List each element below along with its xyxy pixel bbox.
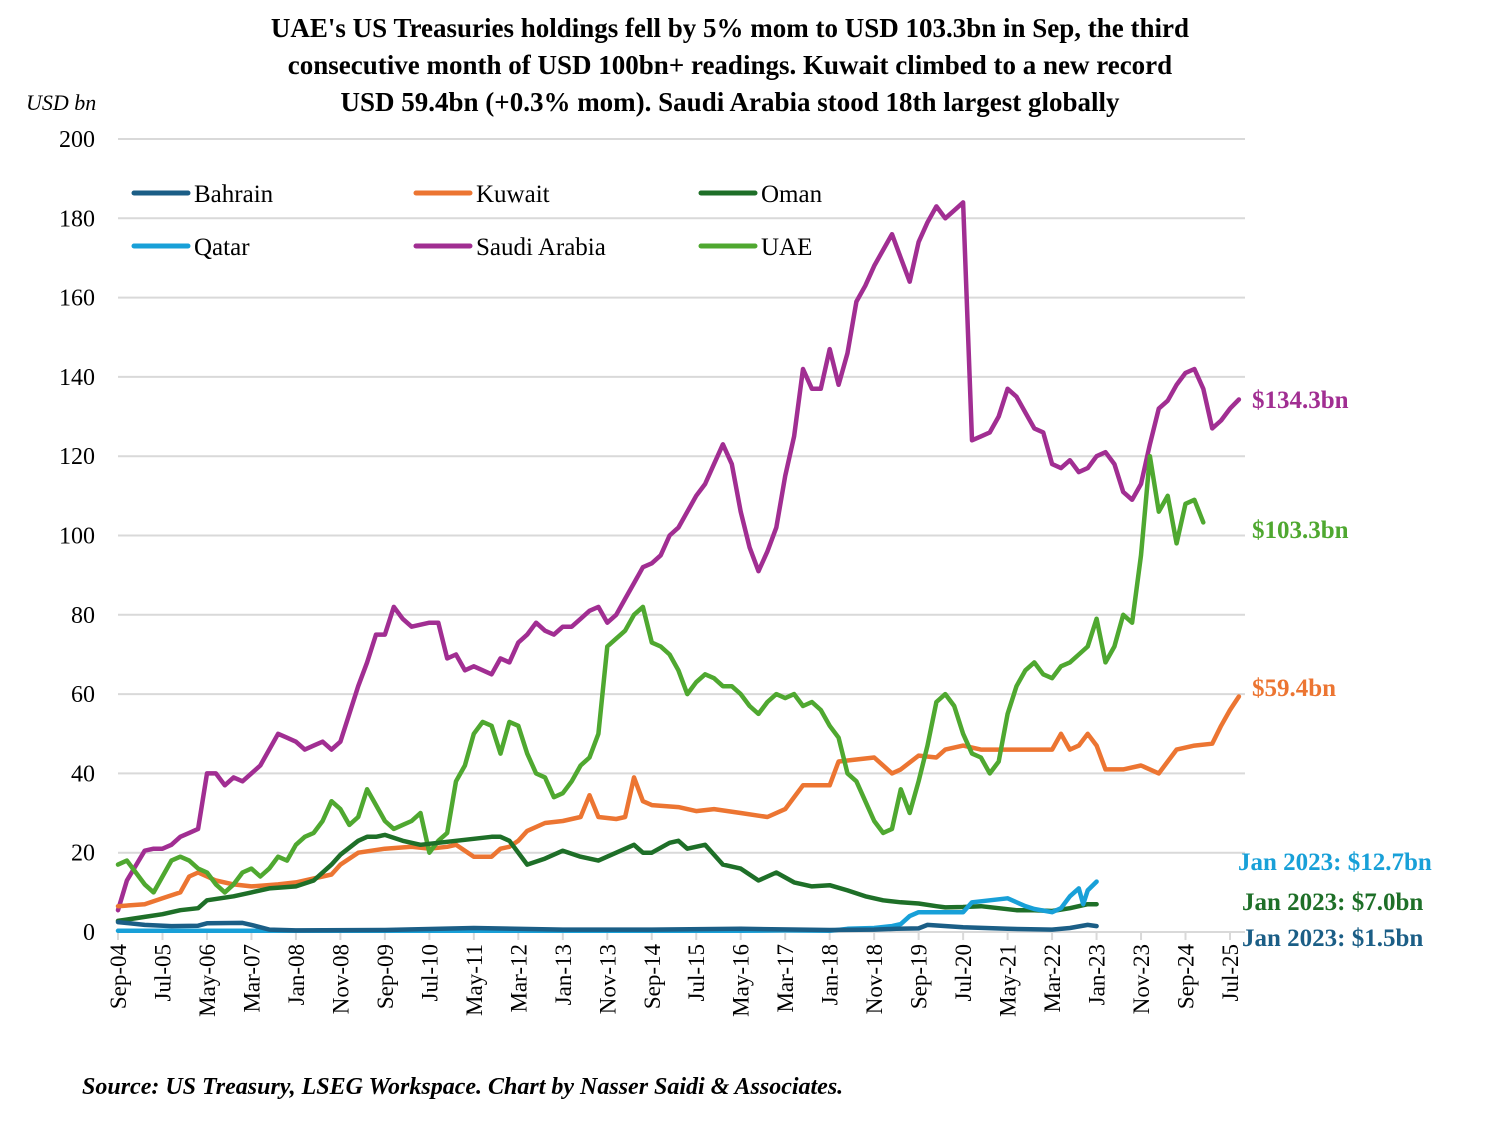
legend-item-kuwait: Kuwait (413, 181, 550, 208)
legend-label: Kuwait (476, 181, 550, 208)
x-tick-label: Sep-04 (106, 944, 131, 1010)
legend-label: UAE (761, 234, 812, 261)
y-tick-label: 120 (59, 444, 95, 470)
series-line-bahrain (115, 919, 1099, 933)
x-tick-label: Jul-25 (1218, 944, 1243, 1002)
y-tick-label: 180 (59, 206, 95, 232)
y-tick-label: 160 (59, 286, 95, 312)
x-tick-label: Sep-09 (373, 944, 398, 1009)
y-tick-label: 140 (59, 365, 95, 391)
x-tick-label: Nov-13 (595, 944, 620, 1014)
end-label-bahrain: Jan 2023: $1.5bn (1242, 925, 1423, 952)
x-tick-label: Sep-24 (1174, 944, 1199, 1010)
legend-item-qatar: Qatar (131, 234, 250, 261)
y-axis-ticks: 0 20 40 60 80 100 120 140 160 180 200 (59, 127, 95, 946)
x-axis-ticks: Sep-04 Jul-05 May-06 Mar-07 Jan-08 Nov-08 Sep-… (106, 932, 1243, 1017)
x-tick-label: Nov-18 (862, 944, 887, 1014)
chart-title: UAE's US Treasuries holdings fell by 5% … (120, 10, 1340, 121)
end-label-kuwait: $59.4bn (1252, 675, 1336, 702)
x-tick-label: Sep-19 (907, 944, 932, 1009)
gridlines (118, 138, 1245, 933)
x-tick-label: Jan-08 (284, 944, 309, 1005)
x-tick-label: Jan-23 (1085, 944, 1110, 1005)
end-label-qatar: Jan 2023: $12.7bn (1238, 849, 1432, 876)
series-line-oman (115, 832, 1099, 924)
end-labels: $134.3bn $103.3bn $59.4bn Jan 2023: $12.7bn… (1238, 387, 1432, 952)
y-tick-label: 40 (71, 761, 95, 787)
legend-item-bahrain: Bahrain (131, 181, 274, 208)
x-tick-label: May-11 (462, 944, 487, 1016)
series-line-kuwait (115, 694, 1242, 909)
x-tick-label: Jul-15 (684, 944, 709, 1002)
legend-label: Saudi Arabia (476, 234, 606, 261)
x-tick-label: Sep-14 (640, 944, 665, 1010)
x-tick-label: May-21 (996, 944, 1021, 1017)
legend-label: Qatar (194, 234, 250, 261)
y-tick-label: 80 (71, 603, 95, 629)
x-tick-label: Mar-22 (1040, 944, 1065, 1013)
series-line-uae (115, 453, 1206, 895)
y-axis-label: USD bn (26, 90, 97, 115)
legend-item-saudi-arabia: Saudi Arabia (413, 234, 606, 261)
y-tick-label: 20 (71, 841, 95, 867)
end-label-uae: $103.3bn (1252, 517, 1349, 544)
series-line-saudi-arabia (115, 200, 1242, 913)
x-tick-label: May-16 (729, 944, 754, 1017)
x-tick-label: Mar-07 (239, 944, 264, 1013)
y-tick-label: 0 (83, 920, 95, 946)
legend: Bahrain Kuwait Oman Qatar Saudi Arabia UAE (131, 181, 823, 261)
title-line-2: consecutive month of USD 100bn+ readings… (287, 50, 1173, 80)
x-tick-label: Mar-17 (773, 944, 798, 1013)
x-tick-label: Jul-20 (951, 944, 976, 1002)
x-tick-label: Mar-12 (506, 944, 531, 1013)
legend-item-uae: UAE (698, 234, 812, 261)
end-label-oman: Jan 2023: $7.0bn (1242, 889, 1423, 916)
series-lines (115, 200, 1242, 934)
x-tick-label: Jan-13 (551, 944, 576, 1005)
x-tick-label: Nov-08 (328, 944, 353, 1014)
x-tick-label: Jan-18 (818, 944, 843, 1005)
y-tick-label: 100 (59, 524, 95, 550)
legend-label: Oman (761, 181, 823, 208)
x-tick-label: Jul-10 (417, 944, 442, 1002)
legend-item-oman: Oman (698, 181, 823, 208)
source-note: Source: US Treasury, LSEG Workspace. Cha… (82, 1074, 844, 1100)
x-tick-label: Nov-23 (1129, 944, 1154, 1014)
y-tick-label: 60 (71, 682, 95, 708)
title-line-3: USD 59.4bn (+0.3% mom). Saudi Arabia sto… (340, 87, 1120, 117)
x-tick-label: Jul-05 (150, 944, 175, 1002)
end-label-saudi-arabia: $134.3bn (1252, 387, 1349, 414)
x-tick-label: May-06 (195, 944, 220, 1017)
title-line-1: UAE's US Treasuries holdings fell by 5% … (270, 13, 1190, 43)
y-tick-label: 200 (59, 127, 95, 153)
legend-label: Bahrain (194, 181, 274, 208)
